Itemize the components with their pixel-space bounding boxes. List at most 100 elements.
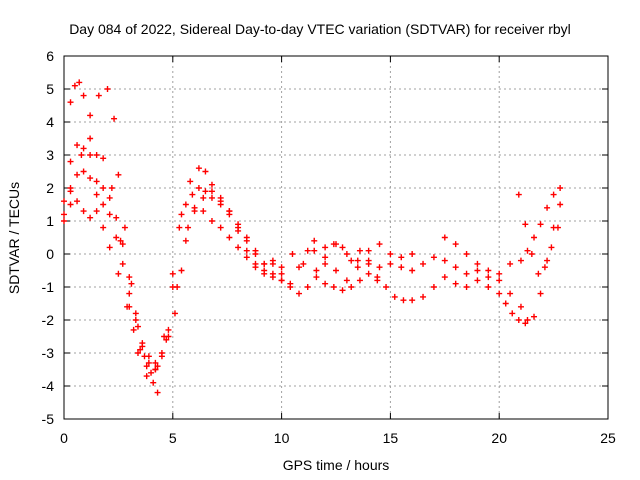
data-point bbox=[269, 257, 276, 264]
data-point bbox=[441, 257, 448, 264]
data-point bbox=[463, 270, 470, 277]
data-point bbox=[409, 267, 416, 274]
data-point bbox=[143, 363, 150, 370]
data-point bbox=[261, 270, 268, 277]
data-point bbox=[74, 142, 81, 149]
data-point bbox=[409, 297, 416, 304]
data-point bbox=[78, 152, 85, 158]
data-point bbox=[485, 267, 492, 274]
data-point bbox=[528, 251, 535, 257]
data-point bbox=[226, 211, 233, 218]
data-point bbox=[304, 247, 311, 254]
data-point bbox=[524, 247, 531, 254]
data-point bbox=[93, 208, 100, 215]
data-point bbox=[537, 290, 544, 297]
data-point bbox=[134, 350, 141, 356]
data-point bbox=[80, 168, 87, 175]
data-point bbox=[311, 237, 318, 244]
data-point bbox=[208, 194, 215, 201]
data-point bbox=[152, 359, 159, 366]
data-point bbox=[217, 201, 224, 208]
data-point bbox=[202, 188, 209, 195]
data-point bbox=[391, 293, 398, 300]
data-point bbox=[202, 168, 209, 175]
data-point bbox=[200, 208, 207, 215]
data-point bbox=[430, 284, 437, 290]
y-tick-label: -5 bbox=[42, 411, 55, 427]
y-tick-label: -3 bbox=[42, 345, 55, 361]
data-point bbox=[398, 254, 405, 261]
data-point bbox=[550, 191, 557, 198]
data-point bbox=[165, 333, 172, 340]
data-point bbox=[496, 270, 503, 277]
data-point bbox=[531, 234, 538, 241]
y-tick-label: 5 bbox=[46, 81, 54, 97]
data-point bbox=[548, 244, 555, 251]
x-tick-label: 20 bbox=[491, 430, 507, 446]
data-point bbox=[376, 264, 383, 271]
data-point bbox=[296, 264, 303, 271]
data-point bbox=[365, 257, 372, 264]
data-point bbox=[113, 214, 120, 221]
chart-title: Day 084 of 2022, Sidereal Day-to-day VTE… bbox=[69, 21, 571, 37]
data-point bbox=[74, 171, 81, 178]
plot-frame bbox=[63, 55, 609, 420]
data-point bbox=[374, 274, 381, 281]
data-point bbox=[117, 237, 124, 244]
data-point bbox=[191, 204, 198, 211]
data-point bbox=[87, 135, 94, 142]
data-point bbox=[339, 287, 346, 294]
data-point bbox=[67, 201, 74, 208]
data-point bbox=[163, 336, 170, 343]
y-tick-label: 1 bbox=[46, 213, 54, 229]
data-point bbox=[474, 277, 481, 284]
data-point bbox=[343, 277, 350, 284]
data-point bbox=[463, 251, 470, 257]
data-point bbox=[541, 264, 548, 271]
data-point bbox=[100, 155, 107, 162]
data-point bbox=[296, 290, 303, 297]
data-point bbox=[87, 152, 94, 158]
data-point bbox=[165, 326, 172, 333]
data-point bbox=[71, 82, 78, 89]
data-point bbox=[154, 363, 161, 370]
y-tick-label: 0 bbox=[46, 246, 54, 262]
data-point bbox=[420, 293, 427, 300]
data-point bbox=[113, 234, 120, 241]
data-point bbox=[115, 171, 122, 178]
series-track-i bbox=[515, 191, 561, 277]
data-point bbox=[176, 224, 183, 231]
data-point bbox=[441, 274, 448, 281]
data-point bbox=[235, 244, 242, 251]
data-point bbox=[95, 92, 102, 99]
data-point bbox=[261, 260, 268, 267]
data-point bbox=[182, 237, 189, 244]
data-point bbox=[145, 353, 152, 360]
data-point bbox=[356, 247, 363, 254]
data-point bbox=[243, 254, 250, 261]
data-point bbox=[93, 178, 100, 185]
data-point bbox=[115, 270, 122, 277]
data-point bbox=[365, 270, 372, 277]
data-point bbox=[137, 346, 144, 353]
data-point bbox=[61, 218, 67, 224]
data-point bbox=[80, 92, 87, 99]
data-point bbox=[311, 247, 318, 254]
data-point bbox=[111, 115, 118, 122]
data-point bbox=[132, 317, 139, 323]
data-point bbox=[87, 214, 94, 221]
data-point bbox=[524, 317, 531, 323]
data-point bbox=[452, 241, 459, 248]
data-point bbox=[420, 260, 427, 267]
data-point bbox=[509, 310, 516, 317]
y-tick-label: -1 bbox=[42, 279, 55, 295]
data-point bbox=[354, 257, 361, 264]
y-tick-label: 4 bbox=[46, 114, 54, 130]
x-tick-label: 15 bbox=[383, 430, 399, 446]
data-point bbox=[195, 165, 202, 172]
data-point bbox=[208, 218, 215, 224]
data-point bbox=[243, 247, 250, 254]
x-tick-label: 0 bbox=[60, 430, 68, 446]
data-point bbox=[171, 310, 178, 317]
